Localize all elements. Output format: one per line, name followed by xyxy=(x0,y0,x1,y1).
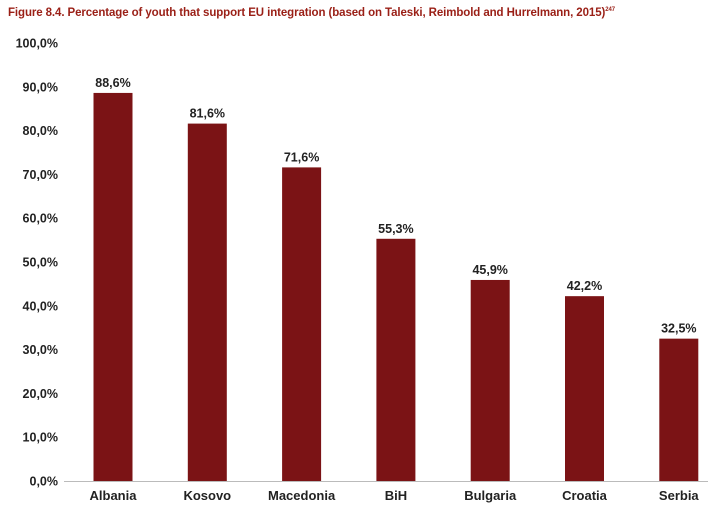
bar-albania xyxy=(93,92,133,481)
y-tick-label: 30,0% xyxy=(23,343,58,357)
y-tick-label: 90,0% xyxy=(23,80,58,94)
bar-bih xyxy=(376,238,416,481)
y-tick-label: 80,0% xyxy=(23,124,58,138)
data-label-albania: 88,6% xyxy=(95,76,130,90)
data-label-serbia: 32,5% xyxy=(661,322,696,336)
x-axis-categories: Albania Kosovo Macedonia BiH Bulgaria Croatia… xyxy=(90,488,700,503)
bars xyxy=(93,92,699,481)
y-tick-label: 10,0% xyxy=(23,431,58,445)
data-label-bulgaria: 45,9% xyxy=(472,263,507,277)
y-tick-label: 100,0% xyxy=(16,37,58,51)
category-label-albania: Albania xyxy=(90,488,138,503)
y-tick-label: 0,0% xyxy=(30,475,59,489)
y-tick-label: 20,0% xyxy=(23,387,58,401)
bar-kosovo xyxy=(187,123,227,481)
y-tick-label: 60,0% xyxy=(23,212,58,226)
y-tick-label: 50,0% xyxy=(23,256,58,270)
category-label-croatia: Croatia xyxy=(562,488,608,503)
footnote-ref: 247 xyxy=(605,7,615,14)
category-label-bulgaria: Bulgaria xyxy=(464,488,517,503)
category-label-serbia: Serbia xyxy=(659,488,700,503)
category-label-macedonia: Macedonia xyxy=(268,488,336,503)
y-axis-ticks: 0,0% 10,0% 20,0% 30,0% 40,0% 50,0% 60,0% 70,0% 8… xyxy=(16,37,58,489)
category-label-kosovo: Kosovo xyxy=(183,488,231,503)
figure-title: Figure 8.4. Percentage of youth that sup… xyxy=(8,7,615,19)
data-label-macedonia: 71,6% xyxy=(284,150,319,164)
data-label-croatia: 42,2% xyxy=(567,279,602,293)
data-label-kosovo: 81,6% xyxy=(190,107,225,121)
category-label-bih: BiH xyxy=(385,488,407,503)
y-tick-label: 70,0% xyxy=(23,168,58,182)
bar-croatia xyxy=(565,296,604,481)
figure-title-text: Figure 8.4. Percentage of youth that sup… xyxy=(8,7,606,19)
data-label-bih: 55,3% xyxy=(378,222,413,236)
bar-macedonia xyxy=(282,167,322,481)
bar-serbia xyxy=(659,338,699,481)
bar-bulgaria xyxy=(470,279,510,481)
y-tick-label: 40,0% xyxy=(23,299,58,313)
data-labels: 88,6% 81,6% 71,6% 55,3% 45,9% 42,2% 32,5% xyxy=(95,76,696,336)
